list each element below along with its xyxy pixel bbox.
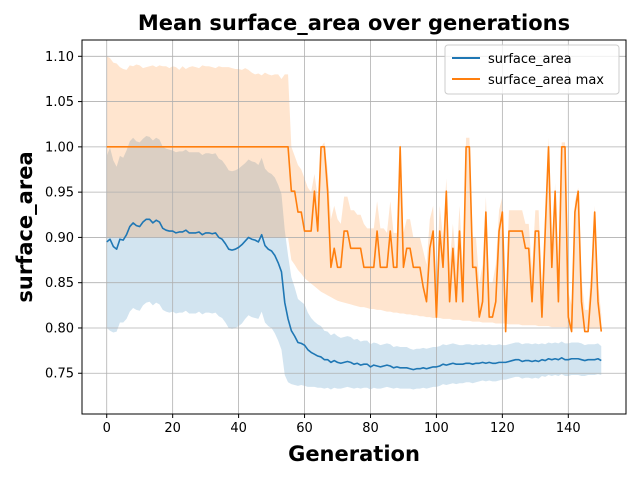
line-series-1 — [106, 146, 603, 333]
y-tick-label-7: 1.10 — [45, 50, 74, 65]
x-tick-label-6: 120 — [490, 421, 515, 436]
y-tick-label-4: 0.95 — [45, 186, 74, 201]
x-tick-label-5: 100 — [424, 421, 449, 436]
legend-label-surface-area: surface_area — [488, 52, 572, 67]
x-tick-label-3: 60 — [296, 421, 313, 436]
band-layer — [106, 56, 602, 390]
legend-label-surface-area-max: surface_area max — [488, 73, 604, 88]
plot-frame — [81, 39, 627, 415]
x-tick-label-0: 0 — [103, 421, 111, 436]
y-tick-label-5: 1.00 — [45, 140, 74, 155]
y-axis-label: surface_area — [13, 151, 37, 302]
y-tick-label-2: 0.85 — [45, 276, 74, 291]
y-tick-label-1: 0.80 — [45, 321, 74, 336]
y-tick-label-3: 0.90 — [45, 231, 74, 246]
x-tick-label-7: 140 — [556, 421, 581, 436]
chart-title: Mean surface_area over generations — [138, 11, 570, 35]
x-tick-label-1: 20 — [164, 421, 181, 436]
line-series-0 — [106, 218, 602, 371]
y-tick-label-6: 1.05 — [45, 95, 74, 110]
line-layer — [106, 146, 603, 371]
x-axis-label: Generation — [288, 442, 420, 466]
legend: surface_area surface_area max — [444, 44, 620, 95]
x-tick-label-4: 80 — [362, 421, 379, 436]
band-series-1 — [106, 56, 602, 329]
legend-box — [444, 44, 620, 95]
band-series-0 — [106, 135, 602, 390]
x-tick-label-2: 40 — [230, 421, 247, 436]
tick-layer: 0 20 40 60 80 100 120 140 0.75 0.80 0.85 0.90 0.95 1.… — [45, 50, 581, 436]
y-tick-label-0: 0.75 — [45, 367, 74, 382]
